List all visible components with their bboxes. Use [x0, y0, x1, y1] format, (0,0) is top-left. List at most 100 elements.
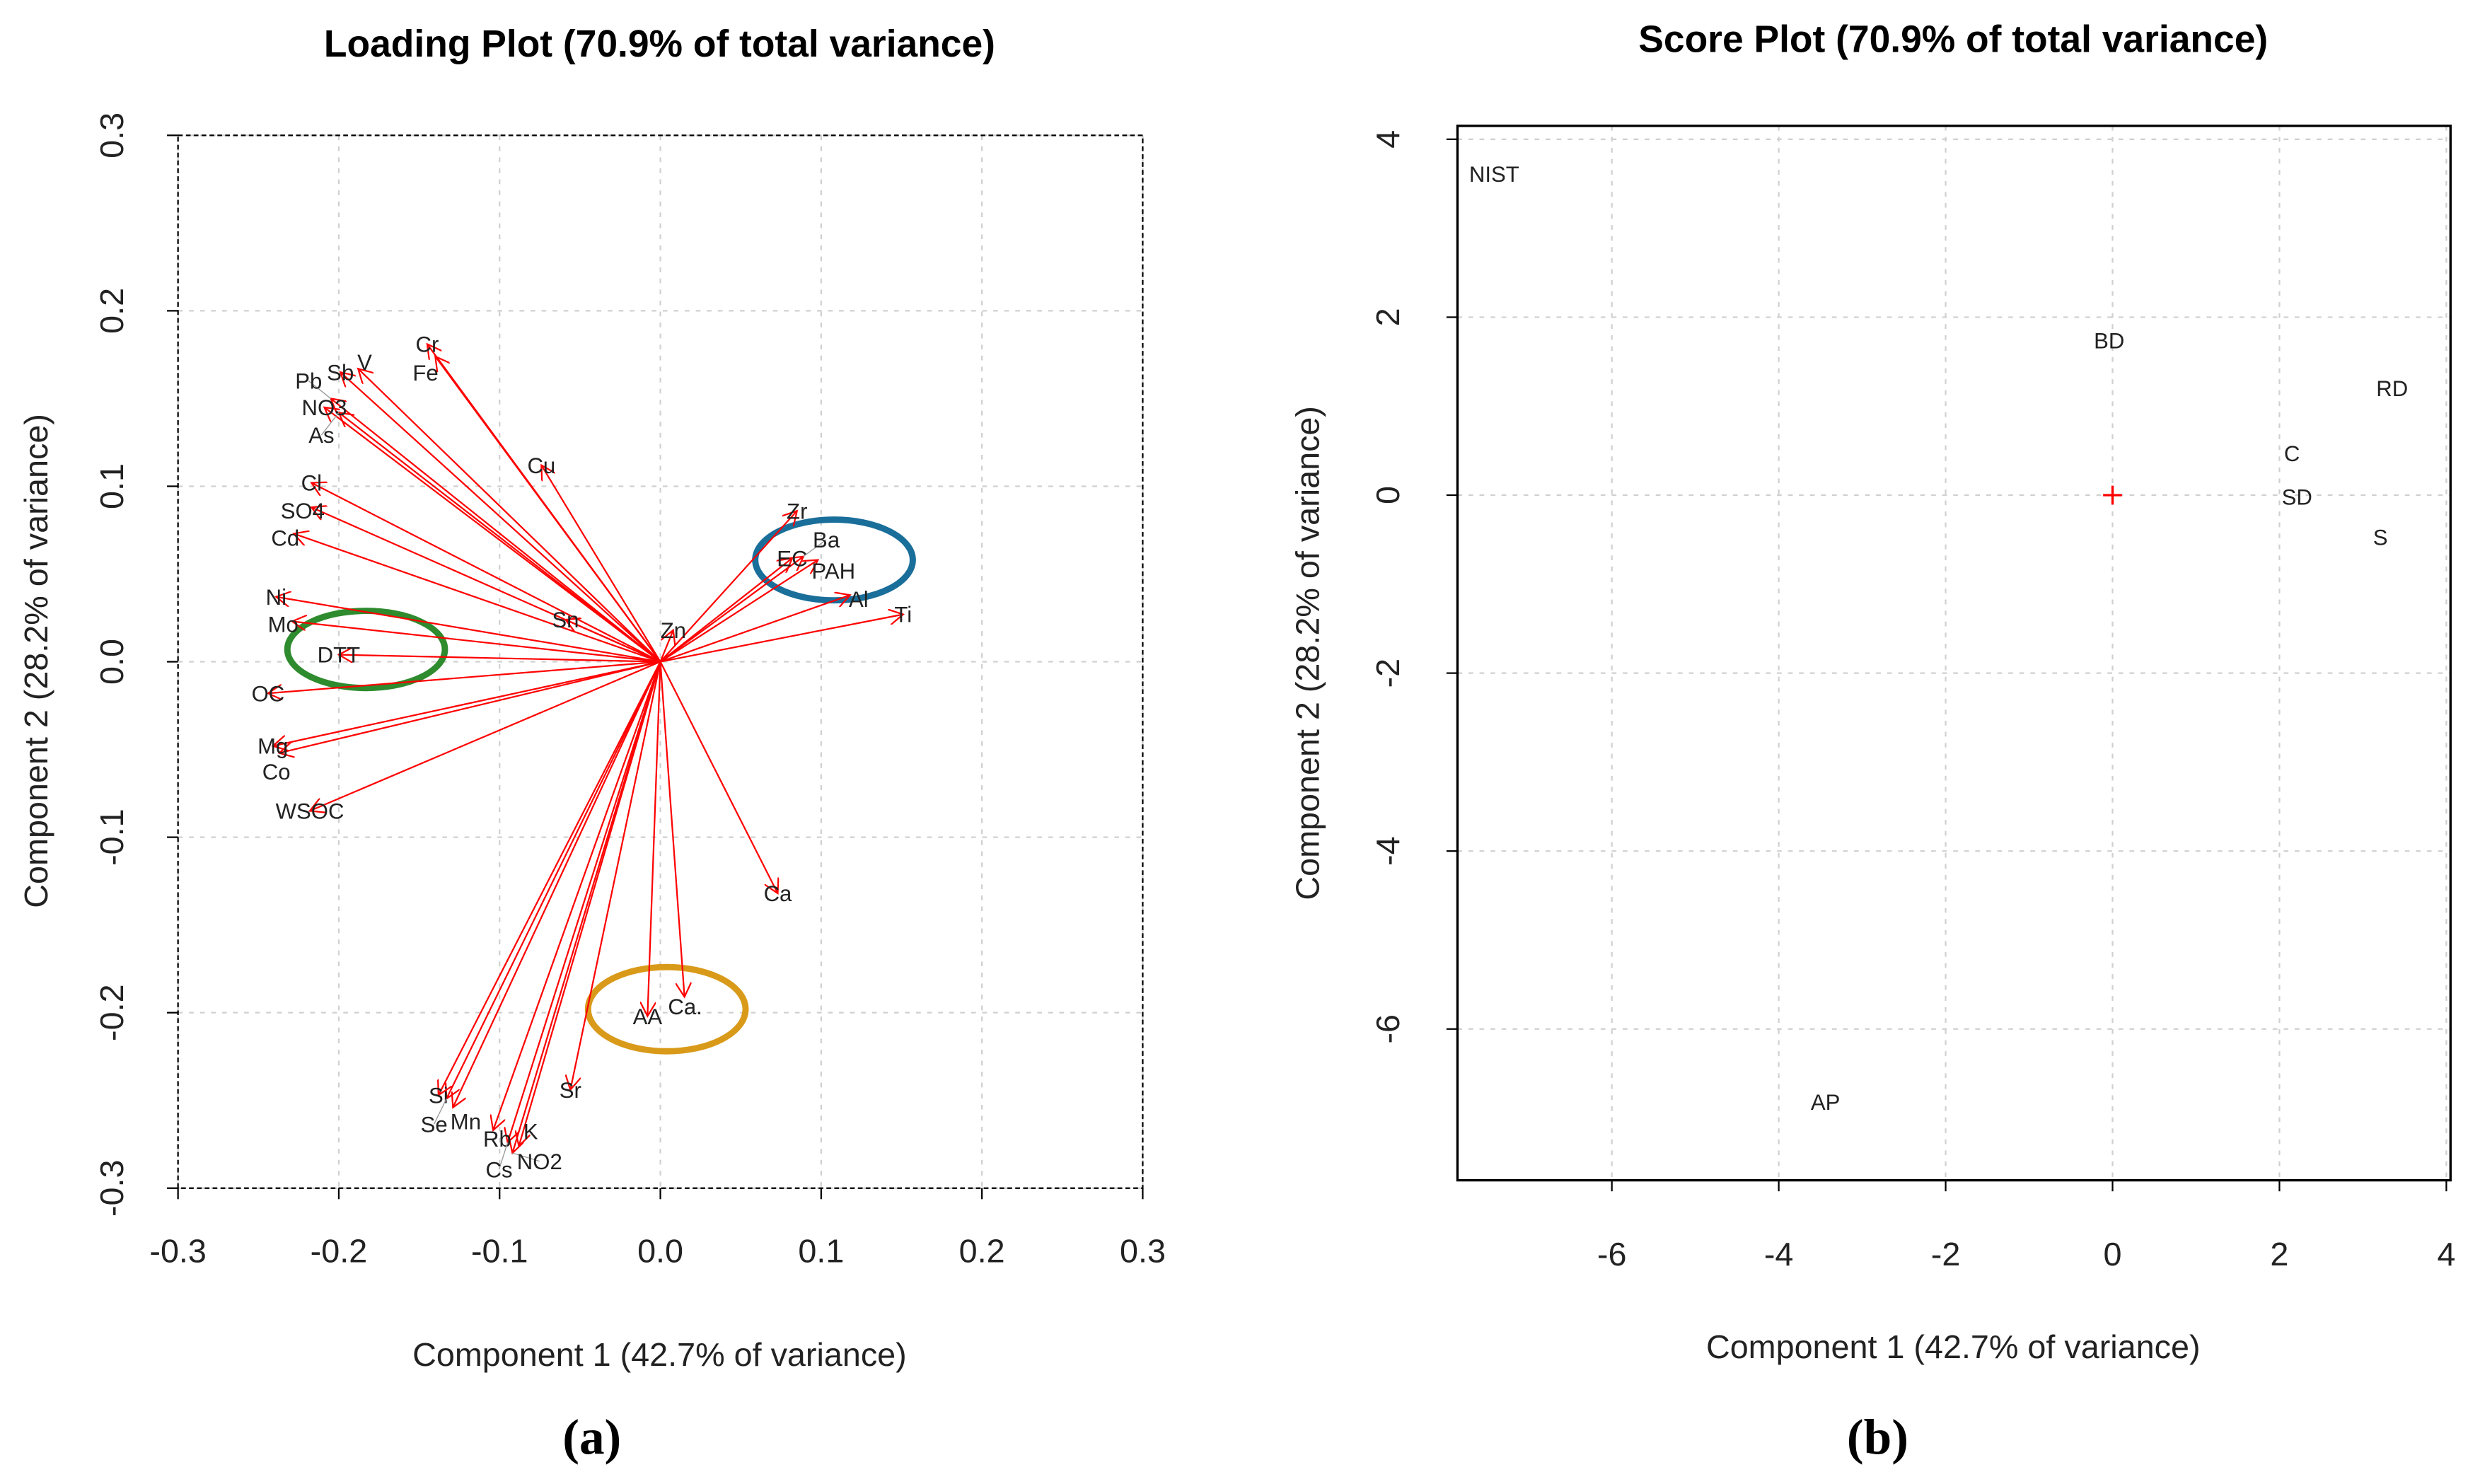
loading-label-se: Se [421, 1112, 448, 1137]
loading-leader-pb [308, 380, 332, 399]
score-points: NIST BD RD C SD S AP [1469, 162, 2408, 1115]
loading-arrow-aa [647, 661, 661, 1016]
loading-label-no3: NO3 [301, 395, 347, 420]
loading-arrow-dtt [339, 655, 661, 662]
loading-label-zn: Zn [661, 618, 686, 643]
score-grid [1457, 125, 2451, 1181]
loading-label-mg: Mg [257, 734, 288, 759]
score-point-ap: AP [1811, 1090, 1841, 1115]
score-tick-label-x: -2 [1931, 1236, 1961, 1273]
loading-label-aa: AA [633, 1004, 663, 1029]
score-y-label: Component 2 (28.2% of variance) [1290, 406, 1326, 900]
loading-arrow-al [660, 595, 850, 663]
loading-tick-label-x: 0.3 [1120, 1232, 1166, 1269]
score-tick-label-y: -6 [1369, 1014, 1406, 1044]
loading-arrow-mn [453, 661, 661, 1108]
loading-arrow-wsoc [310, 661, 661, 811]
loading-arrow-v [358, 369, 661, 663]
loading-label-pah: PAH [811, 559, 855, 584]
loading-label-sn: Sn [552, 608, 579, 632]
loading-plot-frame [177, 134, 1144, 1189]
score-tick-label-y: 0 [1369, 486, 1406, 504]
score-point-sd: SD [2282, 485, 2312, 510]
loading-arrow-cu [541, 465, 661, 663]
loading-arrow-ni [276, 597, 661, 663]
loading-arrow-rb [493, 661, 661, 1130]
loading-arrow-cd [294, 533, 661, 663]
loading-leader-ba [803, 539, 827, 557]
loading-arrow-fe [435, 356, 661, 663]
loading-arrow-cl [311, 483, 661, 663]
score-tick-label-y: 2 [1369, 308, 1406, 326]
score-point-c: C [2284, 441, 2300, 466]
score-tick-label-x: 4 [2437, 1236, 2455, 1273]
loading-arrow-oc [268, 661, 661, 694]
loading-tick-label-y: 0.1 [93, 463, 130, 509]
loading-leader-se [434, 1098, 447, 1125]
loading-label-cu: Cu [527, 453, 555, 478]
loading-label-zr: Zr [787, 499, 807, 523]
loading-label-cd: Cd [271, 526, 299, 550]
loading-label-k: K [523, 1120, 538, 1144]
loading-label-fe: Fe [412, 361, 438, 386]
loading-arrow-cs [508, 661, 661, 1143]
loading-arrow-se [446, 661, 661, 1099]
score-tick-label-y: 4 [1369, 130, 1406, 149]
loading-arrow-k [519, 661, 661, 1147]
loading-label-sr: Sr [560, 1078, 581, 1103]
loading-tick-label-y: 0.3 [93, 112, 130, 158]
score-tick-label-y: -4 [1369, 836, 1406, 866]
loading-label-ec: EC [777, 546, 807, 571]
loading-label-cr: Cr [416, 332, 439, 357]
loading-label-pb: Pb [295, 369, 322, 394]
loading-label-no2: NO2 [517, 1149, 562, 1174]
loading-label-wsoc: WSOC [276, 799, 344, 824]
score-tick-label-x: -6 [1597, 1236, 1627, 1273]
loading-y-label: Component 2 (28.2% of variance) [18, 414, 54, 908]
loading-label-si: Si [429, 1083, 448, 1108]
panel-label-b: (b) [1847, 1410, 1908, 1466]
loading-arrow-zr [659, 511, 797, 663]
loading-ticks: -0.3 -0.2 -0.1 0.0 0.1 0.2 0.3 -0.3 -0.2 -0.1 0.0 0… [93, 112, 1166, 1269]
loading-tick-label-y: -0.2 [93, 984, 130, 1041]
loading-arrow-mo [292, 621, 661, 663]
loading-label-oc: OC [252, 681, 285, 706]
loading-label-rb: Rb [483, 1127, 511, 1152]
loading-label-co: Co [262, 760, 291, 784]
loading-arrow-ca [659, 661, 778, 893]
loading-tick-label-x: -0.3 [149, 1232, 207, 1269]
loading-label-sb: Sb [327, 360, 354, 385]
score-plot-frame [1456, 124, 2452, 1182]
origin-marker [2103, 485, 2122, 505]
loading-label-ba: Ba [813, 528, 840, 552]
score-tick-label-x: 0 [2104, 1236, 2122, 1273]
score-plot-title: Score Plot (70.9% of total variance) [1638, 18, 2268, 60]
loading-tick-label-x: 0.1 [798, 1232, 844, 1269]
loading-plot-title: Loading Plot (70.9% of total variance) [324, 23, 995, 65]
loading-label-dtt: DTT [318, 643, 361, 668]
score-ticks: -6 -4 -2 0 2 4 -6 -4 -2 0 2 4 [1369, 130, 2455, 1273]
loading-arrow-ba [659, 557, 804, 663]
loading-vectors [268, 344, 916, 1154]
loading-arrow-sr [570, 661, 661, 1090]
loading-label-mo: Mo [268, 612, 299, 637]
loading-arrow-as [339, 412, 661, 663]
loading-tick-label-y: 0.2 [93, 288, 130, 334]
loading-label-cs: Cs [485, 1158, 512, 1183]
highlight-ellipse-0 [284, 608, 448, 692]
score-tick-label-x: -4 [1764, 1236, 1794, 1273]
loading-tick-label-y: -0.1 [93, 808, 130, 866]
score-tick-label-y: -2 [1369, 659, 1406, 688]
loading-tick-label-x: -0.1 [471, 1232, 528, 1269]
loading-label-ni: Ni [266, 585, 286, 610]
loading-label-ca: Ca [764, 881, 792, 906]
loading-tick-label-y: 0.0 [93, 639, 130, 685]
score-point-bd: BD [2094, 328, 2124, 353]
loading-arrow-ec [659, 558, 792, 663]
highlight-ellipse-2 [584, 963, 749, 1055]
loading-label-as: As [308, 423, 334, 448]
score-tick-label-x: 2 [2270, 1236, 2288, 1273]
loading-tick-label-x: 0.0 [637, 1232, 683, 1269]
